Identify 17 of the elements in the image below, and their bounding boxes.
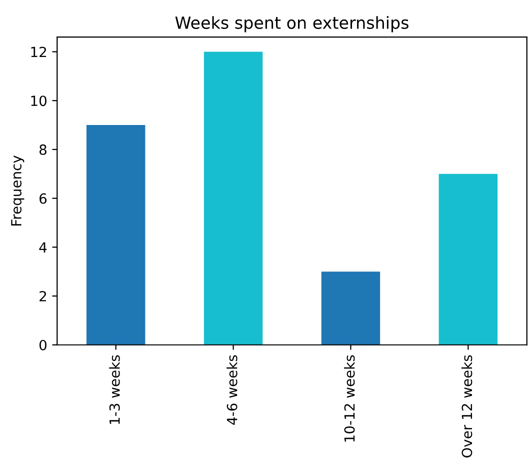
- x-tick-label: Over 12 weeks: [461, 355, 472, 458]
- x-tick-label: 1-3 weeks: [109, 355, 120, 424]
- y-tick-label: 4: [39, 242, 47, 252]
- chart-title: Weeks spent on externships: [175, 16, 408, 32]
- y-tick-label: 10: [31, 96, 46, 106]
- bar: [438, 174, 498, 345]
- y-axis-title: Frequency: [11, 156, 24, 226]
- y-tick-label: 6: [40, 193, 47, 204]
- y-tick-label: 8: [40, 144, 46, 155]
- y-tick-label: 12: [31, 46, 46, 58]
- x-tick-label: 4-6 weeks: [226, 355, 238, 425]
- y-tick-label: 2: [40, 290, 46, 302]
- x-tick-label: 10-12 weeks: [344, 355, 355, 442]
- bar: [321, 272, 380, 345]
- y-tick-label: 0: [39, 340, 46, 350]
- bar: [204, 52, 263, 345]
- bar: [86, 125, 146, 345]
